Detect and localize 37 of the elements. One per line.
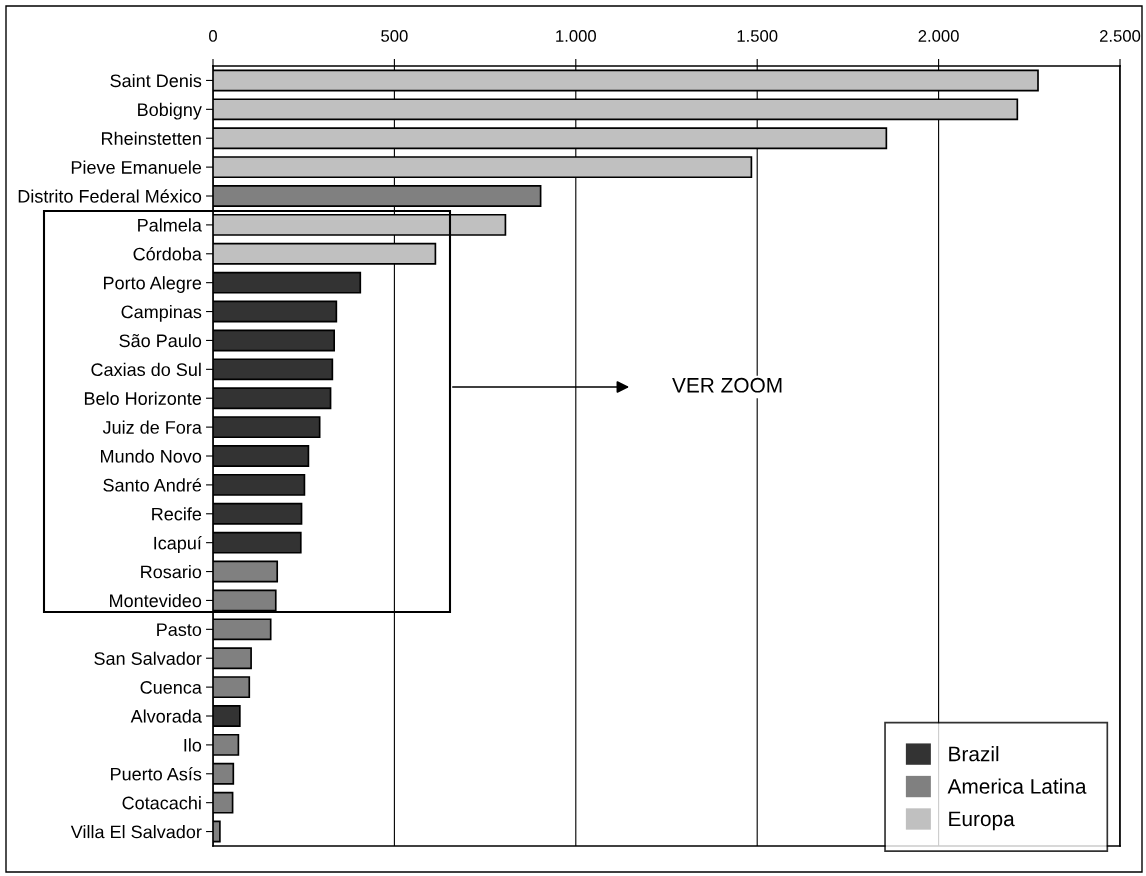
y-tick-label: Montevideo bbox=[110, 593, 202, 608]
x-tick-label: 2.500 bbox=[1099, 30, 1141, 42]
y-tick-label: Córdoba bbox=[133, 247, 202, 261]
y-tick-label: Rheinstetten bbox=[102, 131, 201, 145]
y-tick-label: Puerto Asís bbox=[111, 767, 202, 781]
y-tick-label: Distrito Federal México bbox=[18, 189, 202, 203]
y-tick-label: San Salvador bbox=[94, 651, 202, 665]
y-tick-label: Palmela bbox=[138, 218, 202, 232]
y-tick-label: Santo André bbox=[103, 478, 202, 492]
x-tick-label: 0 bbox=[209, 30, 217, 42]
annotation: VER ZOOM bbox=[672, 377, 782, 393]
legend-label: Europa bbox=[949, 811, 1015, 831]
x-tick-label: 1.000 bbox=[556, 30, 596, 42]
legend-label: America Latina bbox=[947, 778, 1087, 794]
y-tick-label: Recife bbox=[152, 507, 202, 521]
y-tick-label: Juiz de Fora bbox=[102, 420, 202, 434]
y-tick-label: Pieve Emanuele bbox=[71, 160, 202, 174]
y-tick-label: Rosario bbox=[141, 565, 202, 579]
x-tick-label: 500 bbox=[381, 30, 408, 42]
y-tick-label: Mundo Novo bbox=[101, 449, 202, 463]
y-tick-label: Alvorada bbox=[130, 709, 202, 723]
y-tick-label: Bobigny bbox=[138, 102, 202, 120]
y-tick-label: Villa El Salvador bbox=[70, 825, 202, 839]
y-tick-label: Caxias do Sul bbox=[91, 362, 201, 377]
y-tick-label: Campinas bbox=[121, 305, 202, 322]
y-tick-label: São Paulo bbox=[119, 333, 202, 348]
y-tick-label: Porto Alegre bbox=[104, 276, 202, 293]
y-tick-label: Cotacachi bbox=[122, 796, 201, 810]
y-tick-label: Belo Horizonte bbox=[84, 391, 202, 405]
y-tick-label: Ilo bbox=[184, 738, 202, 752]
y-tick-label: Icapuí bbox=[154, 536, 202, 554]
legend-label: Brazil bbox=[949, 746, 999, 762]
y-tick-label: Saint Denis bbox=[110, 73, 202, 88]
y-tick-label: Cuenca bbox=[140, 681, 202, 694]
x-tick-label: 2.000 bbox=[918, 30, 959, 42]
y-tick-label: Pasto bbox=[157, 623, 202, 637]
x-tick-label: 1.500 bbox=[737, 30, 778, 42]
